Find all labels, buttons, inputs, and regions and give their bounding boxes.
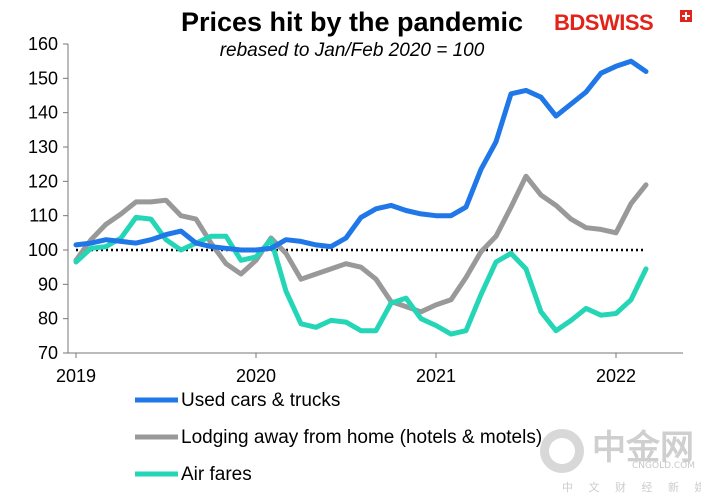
legend: Used cars & trucks Lodging away from home… <box>135 390 542 485</box>
y-tick-label: 160 <box>28 34 58 54</box>
y-tick-label: 90 <box>38 274 58 294</box>
series-group <box>73 58 649 337</box>
y-tick-label: 120 <box>28 171 58 191</box>
swiss-cross-h <box>682 15 690 17</box>
chart-title: Prices hit by the pandemic <box>181 7 523 37</box>
series-line-2 <box>73 214 649 337</box>
bdswiss-logo-text: BDSWISS <box>554 10 653 35</box>
y-tick-label: 110 <box>29 206 58 226</box>
x-tick-label: 2019 <box>56 366 96 386</box>
y-axis-ticks: 70 80 90 100 110 120 130 140 150 160 <box>28 34 68 363</box>
y-tick-label: 150 <box>28 68 58 88</box>
y-tick-label: 80 <box>38 309 58 329</box>
watermark-domain: CNGOLD.COM <box>632 461 695 471</box>
bdswiss-logo: BDSWISS <box>554 10 692 35</box>
series-line-0 <box>73 58 649 253</box>
x-tick-label: 2021 <box>416 366 456 386</box>
y-tick-label: 70 <box>38 343 58 363</box>
watermark-tagline: 中 文 财 经 新 媒 体 <box>562 480 701 494</box>
legend-label: Used cars & trucks <box>181 390 340 411</box>
watermark-cn-text: 中金网 <box>592 428 694 468</box>
x-axis-ticks: 2019 2020 2021 2022 <box>56 353 636 386</box>
y-tick-label: 100 <box>28 240 58 260</box>
legend-label: Air fares <box>181 464 252 485</box>
watermark: 中金网 CNGOLD.COM 中 文 财 经 新 媒 体 <box>540 428 701 494</box>
y-tick-label: 140 <box>28 103 58 123</box>
chart-subtitle: rebased to Jan/Feb 2020 = 100 <box>220 40 485 61</box>
watermark-coin-inner <box>549 438 575 464</box>
y-tick-label: 130 <box>28 137 58 157</box>
x-tick-label: 2020 <box>236 366 276 386</box>
series-line-1 <box>73 173 649 315</box>
legend-label: Lodging away from home (hotels & motels) <box>181 427 542 448</box>
x-tick-label: 2022 <box>596 366 636 386</box>
